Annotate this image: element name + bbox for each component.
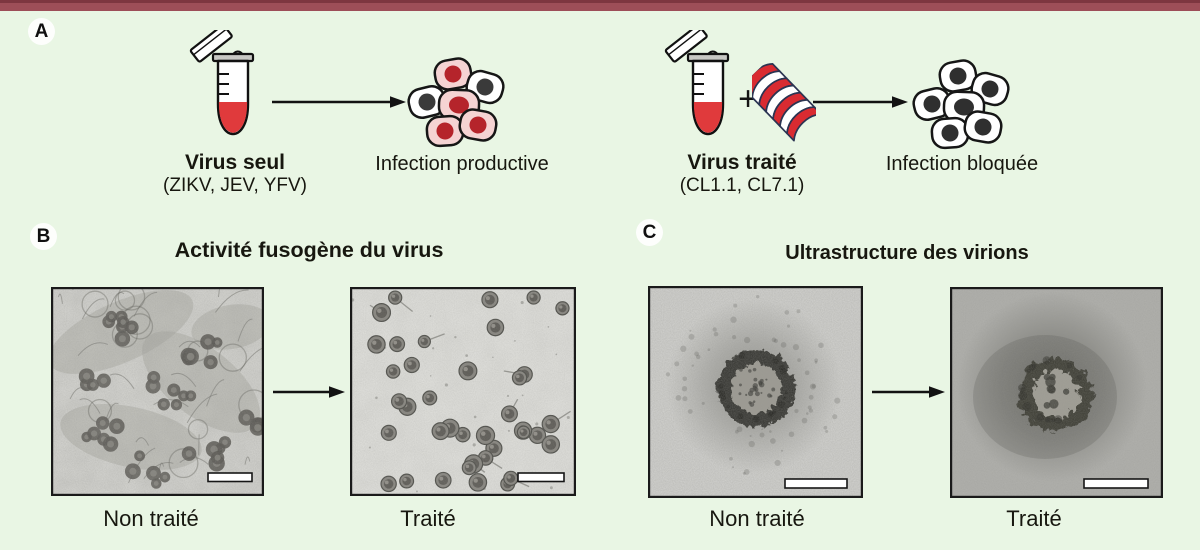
untreated-sample-name: Virus seul: [185, 151, 285, 174]
microtube-icon: [188, 30, 255, 136]
treated-sample-name: Virus traité: [687, 151, 797, 174]
peptide-helix-icon: [752, 58, 816, 142]
untreated-outcome-label: Infection productive: [375, 153, 549, 175]
panel-b-label: B: [30, 223, 57, 250]
em-virion-treated: [950, 287, 1163, 498]
arrow-icon: [872, 386, 945, 398]
panel-c-caption-treated: Traité: [1006, 506, 1062, 531]
treated-peptide-list: (CL1.1, CL7.1): [679, 175, 805, 196]
treated-outcome-label: Infection bloquée: [885, 153, 1039, 175]
panel-c-label: C: [636, 219, 663, 246]
cell-cluster-healthy-icon: [912, 59, 1010, 150]
scale-bar: [784, 478, 848, 489]
top-accent-bar: [0, 0, 1200, 11]
panel-c-caption-untreated: Non traité: [709, 506, 805, 531]
em-virion-untreated: [648, 286, 863, 498]
micrograph-treated-cells: [350, 287, 576, 496]
micrograph-untreated-cells: [51, 287, 264, 496]
cell-cluster-infected-icon: [407, 57, 505, 148]
panel-b-caption-treated: Traité: [400, 506, 456, 531]
panel-a-label: A: [28, 18, 55, 45]
untreated-virus-list: (ZIKV, JEV, YFV): [163, 175, 307, 196]
scale-bar: [1083, 478, 1149, 489]
panel-c-title: Ultrastructure des virions: [785, 242, 1029, 264]
scale-bar: [517, 472, 565, 483]
arrow-icon: [813, 96, 908, 108]
arrow-icon: [272, 96, 406, 108]
scale-bar: [207, 472, 253, 483]
panel-b-caption-untreated: Non traité: [103, 506, 199, 531]
arrow-icon: [273, 386, 345, 398]
panel-b-title: Activité fusogène du virus: [174, 238, 444, 262]
